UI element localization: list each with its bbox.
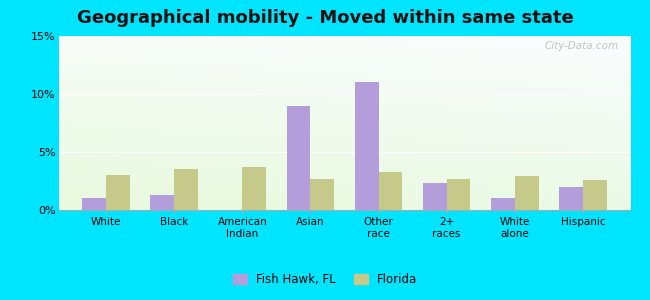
- Legend: Fish Hawk, FL, Florida: Fish Hawk, FL, Florida: [228, 269, 422, 291]
- Bar: [447, 179, 471, 210]
- Bar: [515, 176, 539, 210]
- Text: City-Data.com: City-Data.com: [545, 41, 619, 51]
- Bar: [242, 167, 266, 210]
- Text: Geographical mobility - Moved within same state: Geographical mobility - Moved within sam…: [77, 9, 573, 27]
- Bar: [422, 183, 447, 210]
- Bar: [355, 82, 378, 210]
- Bar: [174, 169, 198, 210]
- Bar: [83, 198, 106, 210]
- Bar: [150, 195, 174, 210]
- Bar: [583, 180, 606, 210]
- Bar: [378, 172, 402, 210]
- Bar: [287, 106, 311, 210]
- Bar: [559, 187, 583, 210]
- Bar: [311, 179, 334, 210]
- Bar: [106, 175, 130, 210]
- Bar: [491, 198, 515, 210]
